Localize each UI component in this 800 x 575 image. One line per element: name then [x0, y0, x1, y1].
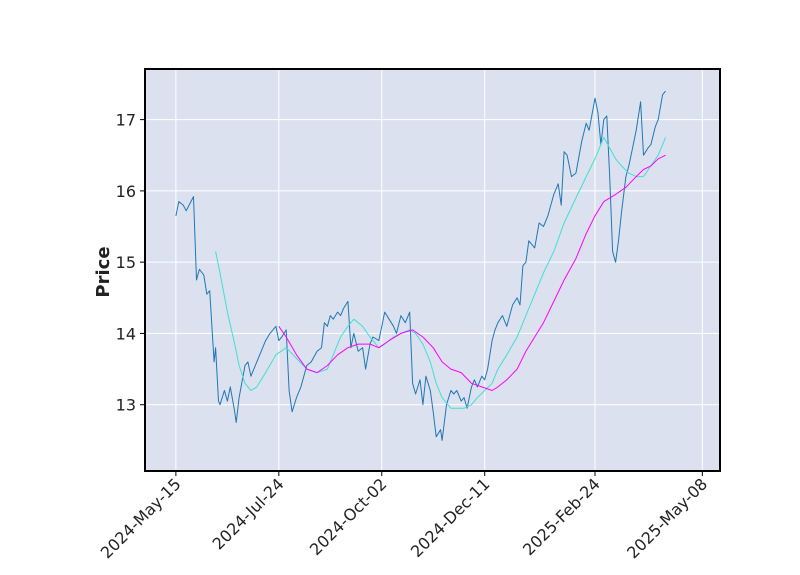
x-tick-label: 2024-May-15 — [97, 474, 185, 562]
x-tick-label: 2024-Dec-11 — [407, 474, 494, 561]
y-tick-label: 15 — [116, 253, 136, 272]
grid — [145, 69, 720, 471]
plot-frame — [144, 68, 721, 472]
y-axis: 13 14 15 16 17 — [116, 111, 145, 415]
x-tick-label: 2024-Oct-02 — [306, 474, 391, 559]
y-tick-label: 16 — [116, 182, 136, 201]
x-tick-label: 2025-May-08 — [623, 474, 711, 562]
y-tick-label: 17 — [116, 111, 136, 130]
series-line-2 — [215, 136, 667, 409]
plot-area — [145, 69, 720, 471]
y-tick-label: 14 — [116, 324, 136, 343]
x-tick-label: 2025-Feb-24 — [519, 474, 604, 559]
series-layer — [175, 90, 667, 441]
x-axis: 2024-May-15 2024-Jul-24 2024-Oct-02 2024-De… — [97, 471, 711, 562]
x-tick-label: 2024-Jul-24 — [209, 474, 288, 553]
y-tick-label: 13 — [116, 396, 136, 415]
y-axis-title: Price — [93, 246, 114, 297]
series-line-1 — [175, 90, 666, 441]
series-line-3 — [278, 154, 666, 391]
